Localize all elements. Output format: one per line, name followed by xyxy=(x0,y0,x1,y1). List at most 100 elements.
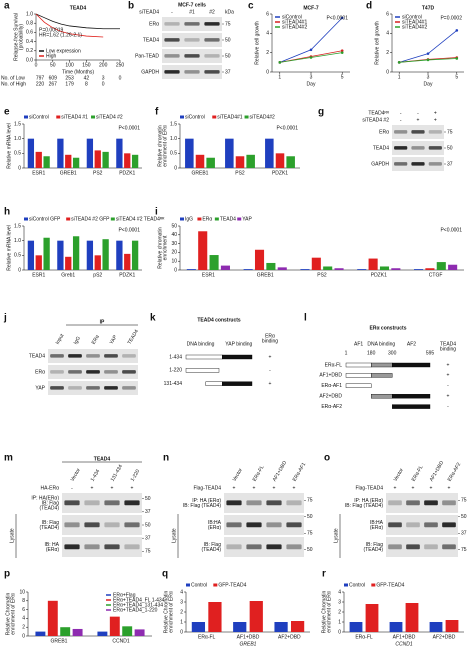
blot-band xyxy=(84,544,100,550)
position-label: 180 xyxy=(367,350,376,356)
legend-label: Low expression xyxy=(46,48,81,54)
lane-row-name: Flag-TEAD4 xyxy=(193,485,221,491)
group-label: Lysate xyxy=(171,528,177,543)
bar xyxy=(191,622,206,632)
lane-label: + xyxy=(293,485,296,491)
bar xyxy=(43,156,50,168)
panel-letter: h xyxy=(4,207,10,218)
x-tick-label: ESR1 xyxy=(32,272,45,278)
y-axis-label: enrichment of ERα xyxy=(168,591,174,633)
y-tick-label: 4 xyxy=(386,31,389,37)
group-label: Lysate xyxy=(9,528,15,543)
blot-band xyxy=(286,544,302,550)
y-tick-label: 4 xyxy=(266,31,269,37)
risk-value: 267 xyxy=(49,81,58,87)
construct-name: ERα-AF2 xyxy=(321,404,342,410)
size-marker: 50 xyxy=(307,547,313,553)
blot-strip xyxy=(386,493,458,513)
row-label: IB:HA xyxy=(208,520,222,526)
bar xyxy=(47,600,58,636)
construct-segment xyxy=(222,354,253,360)
lane-row-name: siTEAD4 xyxy=(139,9,159,15)
lane-label: YAP xyxy=(109,334,119,346)
construct-name: 1-434 xyxy=(169,354,182,360)
risk-value: 220 xyxy=(36,81,45,87)
y-tick-label: 6 xyxy=(386,11,389,17)
bar xyxy=(208,602,222,632)
row-label: IB: Flag xyxy=(42,520,59,526)
construct-name: AF2+DBD xyxy=(319,394,342,400)
y-axis-label: Relative mRNA level xyxy=(6,225,12,271)
lane-row-name: HA-ERα xyxy=(41,485,60,491)
blot-band xyxy=(50,386,64,390)
blot-band xyxy=(104,522,120,528)
y-tick-label: 1.5 xyxy=(14,223,21,229)
legend-label: siControl xyxy=(29,114,49,120)
bar xyxy=(27,240,35,270)
domain-label: DNA binding xyxy=(367,341,395,347)
panel-letter: k xyxy=(150,313,156,324)
panel-letter: i xyxy=(155,207,158,218)
size-marker: 50 xyxy=(461,514,467,520)
lane-label: 1-434 xyxy=(90,468,102,482)
panel-letter: l xyxy=(304,313,307,324)
blot-band xyxy=(406,544,420,550)
blot-band xyxy=(411,130,425,134)
x-tick-label: 250 xyxy=(116,62,125,68)
risk-row-name: No. of Low xyxy=(1,75,25,81)
blot-band xyxy=(64,522,80,528)
y-tick-label: 0 xyxy=(386,69,389,75)
legend-label: Control xyxy=(349,582,365,588)
point xyxy=(426,52,430,55)
lane-row-name: siTEAD4 #2 xyxy=(362,117,389,123)
legend-swatch xyxy=(244,115,249,119)
bar xyxy=(235,156,245,168)
risk-value: 253 xyxy=(65,75,74,81)
y-tick-label: 4 xyxy=(22,616,25,622)
y-axis-label: enrichment of ERα xyxy=(162,125,168,167)
risk-value: 3 xyxy=(102,75,105,81)
x-tick-label: ERα-FL xyxy=(198,634,216,640)
lane-label: + xyxy=(111,485,114,491)
y-axis-label: Relapse-free Survival xyxy=(13,13,19,61)
blot-band xyxy=(68,386,82,390)
legend-label: ERα xyxy=(202,216,212,222)
blot-band xyxy=(64,500,80,506)
blot-band xyxy=(388,522,402,528)
bar xyxy=(198,231,208,270)
domain-label: DNA binding xyxy=(187,341,215,347)
lane-label: + xyxy=(412,485,415,491)
legend-swatch xyxy=(24,217,28,221)
y-tick-label: 0.5 xyxy=(14,151,21,157)
lane-label: + xyxy=(273,485,276,491)
construct-segment xyxy=(222,381,253,386)
lane-label: 131-434 xyxy=(110,464,124,483)
y-tick-label: 1 xyxy=(180,619,183,625)
panel-letter: p xyxy=(4,569,10,580)
blot-band xyxy=(104,370,118,374)
bar xyxy=(233,622,247,632)
bar xyxy=(116,240,123,270)
legend-label: siTEAD4 #2 xyxy=(96,114,123,120)
blot-band xyxy=(184,54,200,58)
blot-band xyxy=(50,354,64,358)
blot-band xyxy=(394,162,408,166)
bar xyxy=(116,138,123,168)
construct-name: ERα-AF1 xyxy=(321,383,342,389)
row-label: IB: Flag (TEAD4) xyxy=(345,503,383,509)
y-tick-label: 0 xyxy=(18,267,21,273)
bar xyxy=(72,157,80,168)
binding-header: binding xyxy=(440,346,456,352)
annotation: P=0.0002 xyxy=(440,15,462,21)
row-label: GAPDH xyxy=(371,161,389,167)
bar xyxy=(35,151,42,168)
bar xyxy=(97,631,108,636)
construct-segment xyxy=(185,368,220,373)
blot-band xyxy=(394,130,408,134)
bar xyxy=(65,154,72,168)
bar xyxy=(186,269,196,270)
y-tick-label: 1.0 xyxy=(14,136,21,142)
blot-band xyxy=(286,500,302,506)
x-axis-label: Day xyxy=(307,81,316,87)
